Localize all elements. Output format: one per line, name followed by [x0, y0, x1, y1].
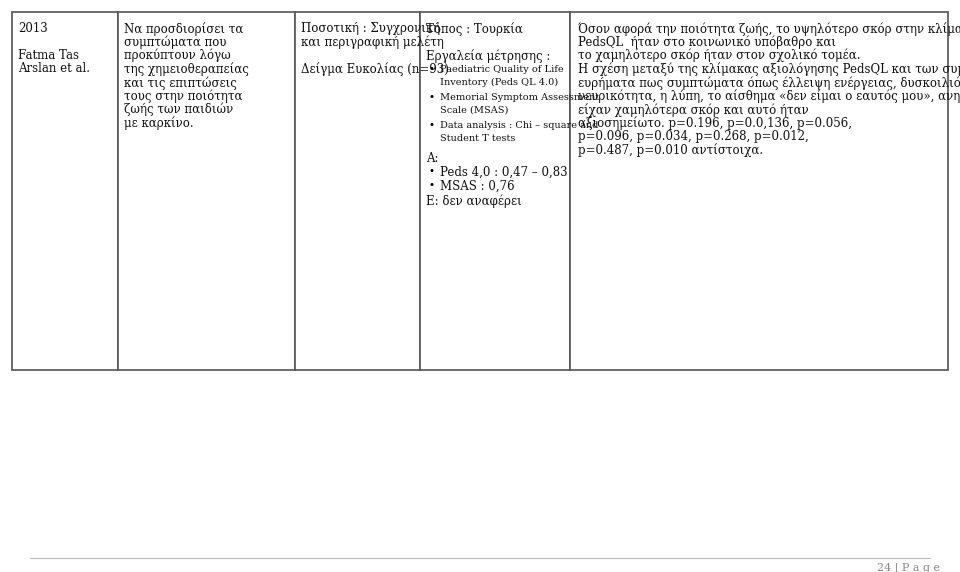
Bar: [295, 12, 420, 370]
Bar: [118, 12, 295, 370]
Bar: [12, 12, 118, 370]
Bar: [570, 12, 948, 370]
Text: τους στην ποιότητα: τους στην ποιότητα: [124, 89, 243, 103]
Text: p=0.487, p=0.010 αντίστοιχα.: p=0.487, p=0.010 αντίστοιχα.: [578, 144, 763, 157]
Text: 24 | P a g e: 24 | P a g e: [877, 562, 940, 572]
Text: Student T tests: Student T tests: [440, 134, 516, 143]
Text: •: •: [428, 65, 434, 74]
Text: MSAS : 0,76: MSAS : 0,76: [440, 180, 515, 193]
Text: Fatma Tas: Fatma Tas: [18, 49, 79, 62]
Text: Όσον αφορά την ποιότητα ζωής, το υψηλότερο σκόρ στην κλίμακα αξιολόγησης: Όσον αφορά την ποιότητα ζωής, το υψηλότε…: [578, 22, 960, 35]
Text: ζωής των παιδιών: ζωής των παιδιών: [124, 103, 233, 117]
Bar: [420, 12, 570, 370]
Text: και περιγραφική μελέτη: και περιγραφική μελέτη: [301, 35, 444, 49]
Text: της χημειοθεραπείας: της χημειοθεραπείας: [124, 62, 249, 76]
Text: συμπτώματα που: συμπτώματα που: [124, 35, 227, 49]
Text: προκύπτουν λόγω: προκύπτουν λόγω: [124, 49, 230, 62]
Text: αξιοσημείωτο. p=0.196, p=0.0,136, p=0.056,: αξιοσημείωτο. p=0.196, p=0.0,136, p=0.05…: [578, 117, 852, 130]
Text: PedsQL  ήταν στο κοινωνικό υπόβαθρο και: PedsQL ήταν στο κοινωνικό υπόβαθρο και: [578, 35, 836, 49]
Text: Arslan et al.: Arslan et al.: [18, 62, 90, 76]
Text: το χαμηλότερο σκόρ ήταν στον σχολικό τομέα.: το χαμηλότερο σκόρ ήταν στον σχολικό τομ…: [578, 49, 860, 62]
Text: και τις επιπτώσεις: και τις επιπτώσεις: [124, 76, 237, 89]
Text: •: •: [428, 180, 434, 189]
Text: Τόπος : Τουρκία: Τόπος : Τουρκία: [426, 22, 523, 35]
Text: Peds 4,0 : 0,47 – 0,83: Peds 4,0 : 0,47 – 0,83: [440, 166, 567, 179]
Text: είχαν χαμηλότερα σκόρ και αυτό ήταν: είχαν χαμηλότερα σκόρ και αυτό ήταν: [578, 103, 808, 117]
Text: Ποσοτική : Συγχρονική: Ποσοτική : Συγχρονική: [301, 22, 440, 35]
Text: με καρκίνο.: με καρκίνο.: [124, 117, 194, 130]
Text: p=0.096, p=0.034, p=0.268, p=0.012,: p=0.096, p=0.034, p=0.268, p=0.012,: [578, 130, 808, 143]
Text: Scale (MSAS): Scale (MSAS): [440, 106, 509, 115]
Text: νευρικότητα, η λύπη, το αίσθημα «δεν είμαι ο εαυτός μου», ανησυχία, υπνηλία, οξυ: νευρικότητα, η λύπη, το αίσθημα «δεν είμ…: [578, 89, 960, 104]
Text: 2013: 2013: [18, 22, 48, 35]
Text: Α:: Α:: [426, 152, 439, 165]
Text: Δείγμα Ευκολίας (n=93): Δείγμα Ευκολίας (n=93): [301, 62, 449, 76]
Text: Inventory (Peds QL 4.0): Inventory (Peds QL 4.0): [440, 78, 558, 87]
Text: Memorial Symptom Assessment: Memorial Symptom Assessment: [440, 93, 599, 101]
Text: •: •: [428, 121, 434, 130]
Text: Η σχέση μεταξύ της κλίμακας αξιολόγησης PedsQL και των συμπτωμάτων είχε ως: Η σχέση μεταξύ της κλίμακας αξιολόγησης …: [578, 62, 960, 76]
Text: Paediatric Quality of Life: Paediatric Quality of Life: [440, 65, 564, 73]
Text: Εργαλεία μέτρησης :: Εργαλεία μέτρησης :: [426, 49, 550, 63]
Text: Ε: δεν αναφέρει: Ε: δεν αναφέρει: [426, 195, 521, 209]
Text: Να προσδιορίσει τα: Να προσδιορίσει τα: [124, 22, 244, 35]
Text: •: •: [428, 93, 434, 102]
Text: Data analysis : Chi – square and: Data analysis : Chi – square and: [440, 121, 598, 129]
Text: ευρήματα πως συμπτώματα όπως έλλειψη ενέργειας, δυσκοιλιότητα, εφίδρωση, η: ευρήματα πως συμπτώματα όπως έλλειψη ενέ…: [578, 76, 960, 90]
Text: •: •: [428, 166, 434, 176]
